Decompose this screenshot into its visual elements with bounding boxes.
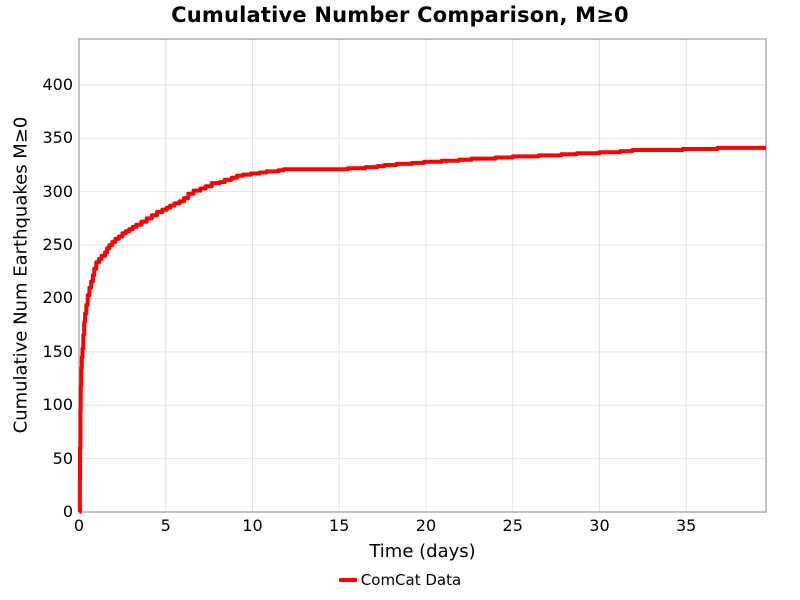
y-tick-label: 50 bbox=[52, 448, 73, 468]
y-tick-label: 0 bbox=[62, 502, 73, 521]
series-line-comcat-data bbox=[77, 145, 766, 514]
x-tick-label: 15 bbox=[329, 516, 350, 535]
y-tick-label: 300 bbox=[42, 181, 73, 201]
legend-line-swatch bbox=[338, 578, 357, 582]
x-axis-label: Time (days) bbox=[369, 541, 476, 562]
x-tick-label: 0 bbox=[73, 516, 85, 535]
y-tick-label: 400 bbox=[42, 74, 73, 94]
legend-series-label: ComCat Data bbox=[360, 571, 462, 589]
x-tick-label: 35 bbox=[676, 516, 697, 535]
legend: ComCat Data bbox=[0, 571, 800, 589]
y-tick-label: 150 bbox=[42, 341, 73, 361]
chart-title: Cumulative Number Comparison, M≥0 bbox=[171, 3, 629, 27]
plot-frame bbox=[78, 38, 767, 513]
x-tick-label: 5 bbox=[160, 516, 171, 535]
x-tick-label: 25 bbox=[502, 516, 523, 535]
x-tick-label: 30 bbox=[589, 516, 610, 535]
x-tick-label: 20 bbox=[415, 516, 437, 535]
y-tick-label: 200 bbox=[42, 288, 73, 308]
x-tick-label: 10 bbox=[242, 516, 263, 535]
y-tick-label: 100 bbox=[42, 395, 73, 415]
y-tick-label: 350 bbox=[42, 128, 73, 148]
y-tick-label: 250 bbox=[42, 235, 73, 255]
